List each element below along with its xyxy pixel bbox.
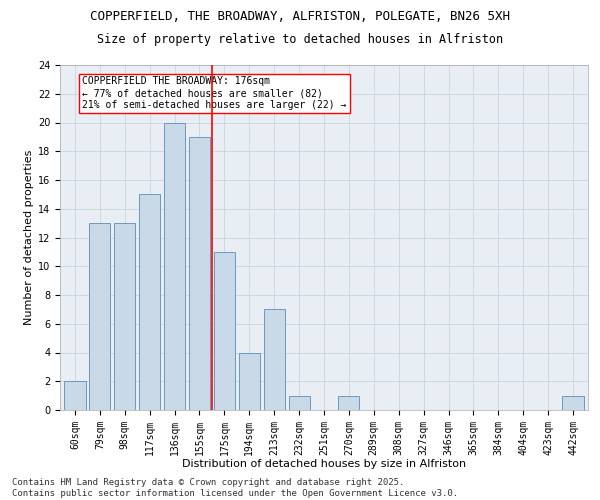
- Bar: [89, 223, 110, 410]
- Bar: [64, 381, 86, 410]
- Text: Size of property relative to detached houses in Alfriston: Size of property relative to detached ho…: [97, 32, 503, 46]
- Bar: [263, 310, 285, 410]
- Bar: [214, 252, 235, 410]
- Bar: [562, 396, 584, 410]
- Bar: [239, 352, 260, 410]
- Text: COPPERFIELD THE BROADWAY: 176sqm
← 77% of detached houses are smaller (82)
21% o: COPPERFIELD THE BROADWAY: 176sqm ← 77% o…: [82, 76, 347, 110]
- Bar: [189, 137, 210, 410]
- Text: COPPERFIELD, THE BROADWAY, ALFRISTON, POLEGATE, BN26 5XH: COPPERFIELD, THE BROADWAY, ALFRISTON, PO…: [90, 10, 510, 23]
- Bar: [338, 396, 359, 410]
- Bar: [114, 223, 136, 410]
- Text: Contains HM Land Registry data © Crown copyright and database right 2025.
Contai: Contains HM Land Registry data © Crown c…: [12, 478, 458, 498]
- X-axis label: Distribution of detached houses by size in Alfriston: Distribution of detached houses by size …: [182, 459, 466, 469]
- Bar: [139, 194, 160, 410]
- Bar: [289, 396, 310, 410]
- Bar: [164, 122, 185, 410]
- Y-axis label: Number of detached properties: Number of detached properties: [23, 150, 34, 325]
